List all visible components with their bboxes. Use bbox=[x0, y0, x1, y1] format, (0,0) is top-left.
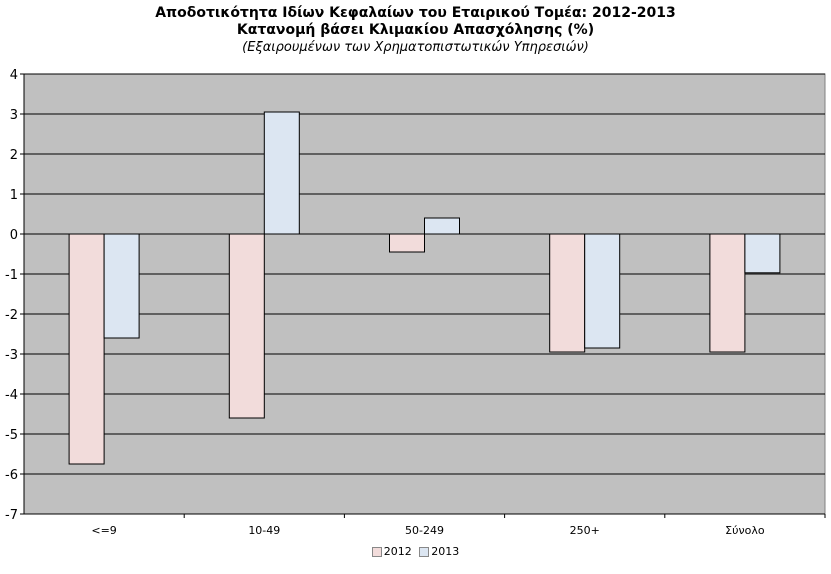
x-tick-label: 10-49 bbox=[248, 524, 280, 537]
legend-label-2012: 2012 bbox=[383, 545, 412, 558]
bars bbox=[68, 111, 781, 465]
grid-lines bbox=[24, 73, 825, 515]
x-tick-label: Σύνολο bbox=[725, 524, 765, 537]
y-tick-label: 1 bbox=[10, 188, 18, 203]
plot-area bbox=[23, 73, 826, 515]
legend-item-2012: 2012 bbox=[371, 545, 412, 558]
bar-2013-4 bbox=[744, 233, 781, 274]
chart-title-line2: Κατανομή βάσει Κλιμακίου Απασχόλησης (%) bbox=[236, 22, 595, 38]
chart-title-line1: Αποδοτικότητα Ιδίων Κεφαλαίων του Εταιρι… bbox=[155, 5, 676, 21]
x-tick-label: <=9 bbox=[91, 524, 116, 537]
y-tick-label: -4 bbox=[5, 388, 18, 403]
y-tick-label: 4 bbox=[10, 68, 18, 83]
bar-2012-2 bbox=[389, 233, 425, 253]
y-tick-label: -6 bbox=[5, 468, 18, 483]
bar-2013-2 bbox=[424, 217, 460, 235]
chart-title-line3: (Εξαιρουμένων των Χρηματοπιστωτικών Υπηρ… bbox=[242, 40, 589, 55]
y-axis-ticks: 4 3 2 1 0 -1 -2 -3 -4 -5 -6 -7 bbox=[5, 68, 25, 523]
bar-2012-0 bbox=[68, 233, 105, 465]
legend-item-2013: 2013 bbox=[419, 545, 459, 558]
y-tick-label: 0 bbox=[10, 228, 18, 243]
bar-2013-3 bbox=[584, 233, 621, 349]
y-tick-label: -1 bbox=[5, 268, 18, 283]
legend-swatch-2013 bbox=[419, 547, 430, 557]
bar-2013-1 bbox=[263, 111, 300, 235]
y-tick-label: 3 bbox=[10, 108, 18, 123]
bar-2012-4 bbox=[709, 233, 746, 353]
bar-2013-0 bbox=[103, 233, 140, 339]
bar-2012-3 bbox=[549, 233, 586, 353]
y-tick-label: -3 bbox=[5, 348, 18, 363]
x-tick-label: 250+ bbox=[570, 524, 600, 537]
chart-title: Αποδοτικότητα Ιδίων Κεφαλαίων του Εταιρι… bbox=[0, 5, 831, 56]
legend: 2012 2013 bbox=[0, 545, 831, 558]
y-tick-label: -7 bbox=[5, 508, 18, 523]
legend-label-2013: 2013 bbox=[431, 545, 460, 558]
x-tick-label: 50-249 bbox=[405, 524, 444, 537]
y-tick-label: -5 bbox=[5, 428, 18, 443]
x-axis-labels: <=9 10-49 50-249 250+ Σύνολο bbox=[91, 514, 826, 537]
y-tick-label: -2 bbox=[5, 308, 18, 323]
bar-2012-1 bbox=[228, 233, 265, 419]
y-tick-label: 2 bbox=[10, 148, 18, 163]
legend-swatch-2012 bbox=[371, 547, 382, 557]
